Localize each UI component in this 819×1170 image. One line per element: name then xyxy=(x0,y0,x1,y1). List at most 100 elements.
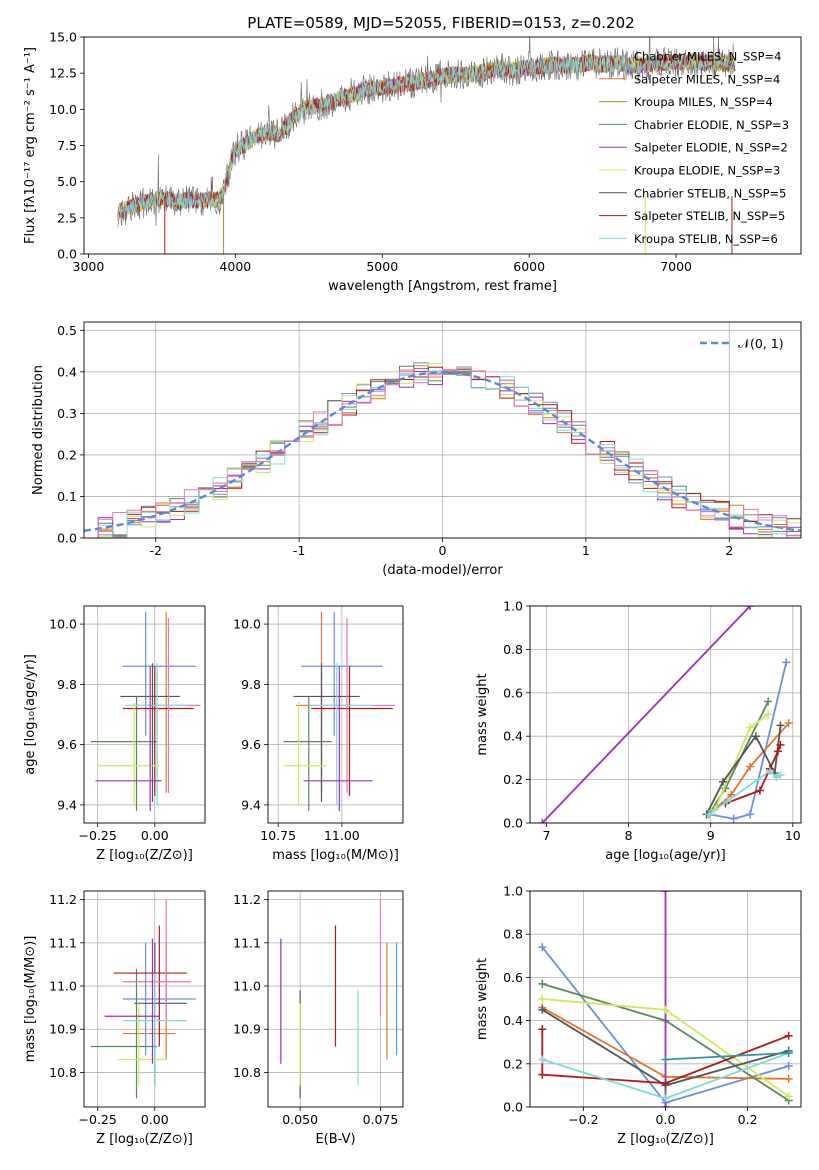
weight-marker xyxy=(764,697,773,706)
y-tick-label: 11.1 xyxy=(49,935,77,950)
axes-frame xyxy=(267,890,404,1108)
y-tick-label: 9.4 xyxy=(241,797,261,812)
weight-marker xyxy=(746,606,755,610)
weight-marker xyxy=(661,1103,670,1107)
legend-label: Chabrier ELODIE, N_SSP=3 xyxy=(634,118,789,132)
x-tick-label: 7 xyxy=(542,828,550,843)
legend-label: Kroupa ELODIE, N_SSP=3 xyxy=(634,164,780,178)
y-tick-label: 0.4 xyxy=(503,1013,523,1028)
weight-line xyxy=(708,701,770,815)
y-tick-label: 10.0 xyxy=(233,617,261,632)
panel-mass_vs_Z: −0.25 0.00 10.8 10.9 11.0 11.1 11.2 Z [log₁₀(Z/… xyxy=(23,890,206,1147)
y-tick-label: 1.0 xyxy=(503,884,523,899)
weight-marker xyxy=(661,891,670,895)
weight-marker xyxy=(746,762,755,771)
y-axis-label: Flux [fλ10⁻¹⁷ erg cm⁻² s⁻¹ A⁻¹] xyxy=(23,47,38,244)
legend-label: Salpeter STELIB, N_SSP=5 xyxy=(634,209,785,223)
y-tick-label: 12.5 xyxy=(49,66,77,81)
weight-marker xyxy=(661,1094,670,1103)
y-tick-label: 0.5 xyxy=(57,323,77,338)
x-tick-label: 11.00 xyxy=(324,828,360,843)
y-tick-label: 11.2 xyxy=(233,892,261,907)
x-tick-label: 9 xyxy=(707,828,715,843)
y-tick-label: 0.2 xyxy=(503,1056,523,1071)
x-axis-label: age [log₁₀(age/yr)] xyxy=(605,848,726,863)
y-tick-label: 0.4 xyxy=(503,729,523,744)
weight-marker xyxy=(774,747,783,756)
x-tick-label: 0.0 xyxy=(656,1112,676,1127)
plot-area-mass_vs_Z xyxy=(90,899,196,1099)
weight-marker xyxy=(718,777,727,786)
x-axis-label: Z [log₁₀(Z/Z⊙)] xyxy=(96,848,193,863)
legend-label: Kroupa STELIB, N_SSP=6 xyxy=(634,232,778,246)
weight-marker xyxy=(764,710,773,719)
panel-residuals: -2 -1 0 1 2 0.0 0.1 0.2 0.3 0.4 0.5 (data-model)/er… xyxy=(31,321,802,578)
x-tick-label: 10 xyxy=(785,828,801,843)
y-tick-label: 11.1 xyxy=(233,935,261,950)
axes-frame xyxy=(83,321,802,539)
panel-weight_vs_Z: −0.2 0.0 0.2 0.0 0.2 0.4 0.6 0.8 1.0 Z [log₁₀(Z/Z… xyxy=(475,884,802,1147)
y-axis-label: mass [log₁₀(M/M⊙)] xyxy=(23,936,38,1063)
y-tick-label: 10.8 xyxy=(49,1065,77,1080)
panel-age_vs_Z: −0.25 0.00 9.4 9.6 9.8 10.0 Z [log₁₀(Z/Z⊙)] age… xyxy=(23,605,206,863)
y-tick-label: 0.6 xyxy=(503,970,523,985)
weight-marker xyxy=(746,810,755,819)
x-tick-label: 5000 xyxy=(366,259,398,274)
weight-line xyxy=(541,606,751,823)
x-tick-label: 3000 xyxy=(73,259,105,274)
y-tick-label: 9.8 xyxy=(241,677,261,692)
legend-label: Chabrier MILES, N_SSP=4 xyxy=(634,50,781,64)
weight-line xyxy=(708,662,788,820)
y-tick-label: 10.9 xyxy=(233,1022,261,1037)
panel-age_vs_mass: 10.75 11.00 9.4 9.6 9.8 10.0 mass [log₁₀(M/M⊙)… xyxy=(233,605,404,863)
y-tick-label: 0.0 xyxy=(57,531,77,546)
weight-marker xyxy=(784,1092,793,1101)
axes-frame xyxy=(529,605,802,824)
y-tick-label: 11.0 xyxy=(233,979,261,994)
x-tick-label: 1 xyxy=(582,543,590,558)
weight-marker xyxy=(746,723,755,732)
x-axis-label: (data-model)/error xyxy=(382,563,503,578)
weight-marker xyxy=(661,1055,670,1064)
plot-area-age_vs_mass xyxy=(283,612,396,811)
panel-spectrum: 3000 4000 5000 6000 7000 0.0 2.5 5.0 7.5 10.0 12.5… xyxy=(23,30,802,294)
plot-area-mass_vs_EBV xyxy=(280,899,398,1099)
weight-marker xyxy=(784,1031,793,1040)
weight-marker xyxy=(538,995,547,1003)
x-tick-label: 0.2 xyxy=(738,1112,758,1127)
weight-marker xyxy=(751,732,760,741)
x-axis-label: Z [log₁₀(Z/Z⊙)] xyxy=(617,1132,714,1147)
x-axis-label: mass [log₁₀(M/M⊙)] xyxy=(272,848,399,863)
axes-frame xyxy=(267,605,404,824)
normal-curve xyxy=(84,371,801,532)
weight-marker xyxy=(661,1079,670,1088)
weight-marker xyxy=(538,819,547,823)
x-tick-label: −0.25 xyxy=(79,1112,117,1127)
x-tick-label: 0.00 xyxy=(141,828,169,843)
weight-marker xyxy=(538,1005,547,1014)
y-tick-label: 9.4 xyxy=(57,797,77,812)
y-tick-label: 10.0 xyxy=(49,617,77,632)
y-tick-label: 10.8 xyxy=(233,1065,261,1080)
weight-marker xyxy=(538,943,547,952)
weight-marker xyxy=(784,1049,793,1057)
plot-layer: 3000 4000 5000 6000 70000.02.55.07.510.012.5… xyxy=(23,30,802,1147)
axes-frame xyxy=(83,36,802,255)
x-axis-label: Z [log₁₀(Z/Z⊙)] xyxy=(96,1132,193,1147)
y-axis-label: Normed distribution xyxy=(31,365,46,495)
y-tick-label: 0.6 xyxy=(503,685,523,700)
weight-marker xyxy=(723,797,732,806)
y-tick-label: 0.4 xyxy=(57,364,77,379)
x-tick-label: 0.075 xyxy=(363,1112,399,1127)
axes-frame xyxy=(83,890,206,1108)
x-axis-label: wavelength [Angstrom, rest frame] xyxy=(328,279,557,294)
y-axis-label: mass weight xyxy=(475,958,490,1040)
legend: Chabrier MILES, N_SSP=4 Salpeter MILES, N… xyxy=(599,50,789,246)
legend-label: Chabrier STELIB, N_SSP=5 xyxy=(634,186,786,200)
x-tick-label: 0 xyxy=(439,543,447,558)
weight-marker xyxy=(705,810,714,819)
y-tick-label: 2.5 xyxy=(57,210,77,225)
weight-marker xyxy=(729,814,738,823)
weight-marker xyxy=(772,773,781,782)
